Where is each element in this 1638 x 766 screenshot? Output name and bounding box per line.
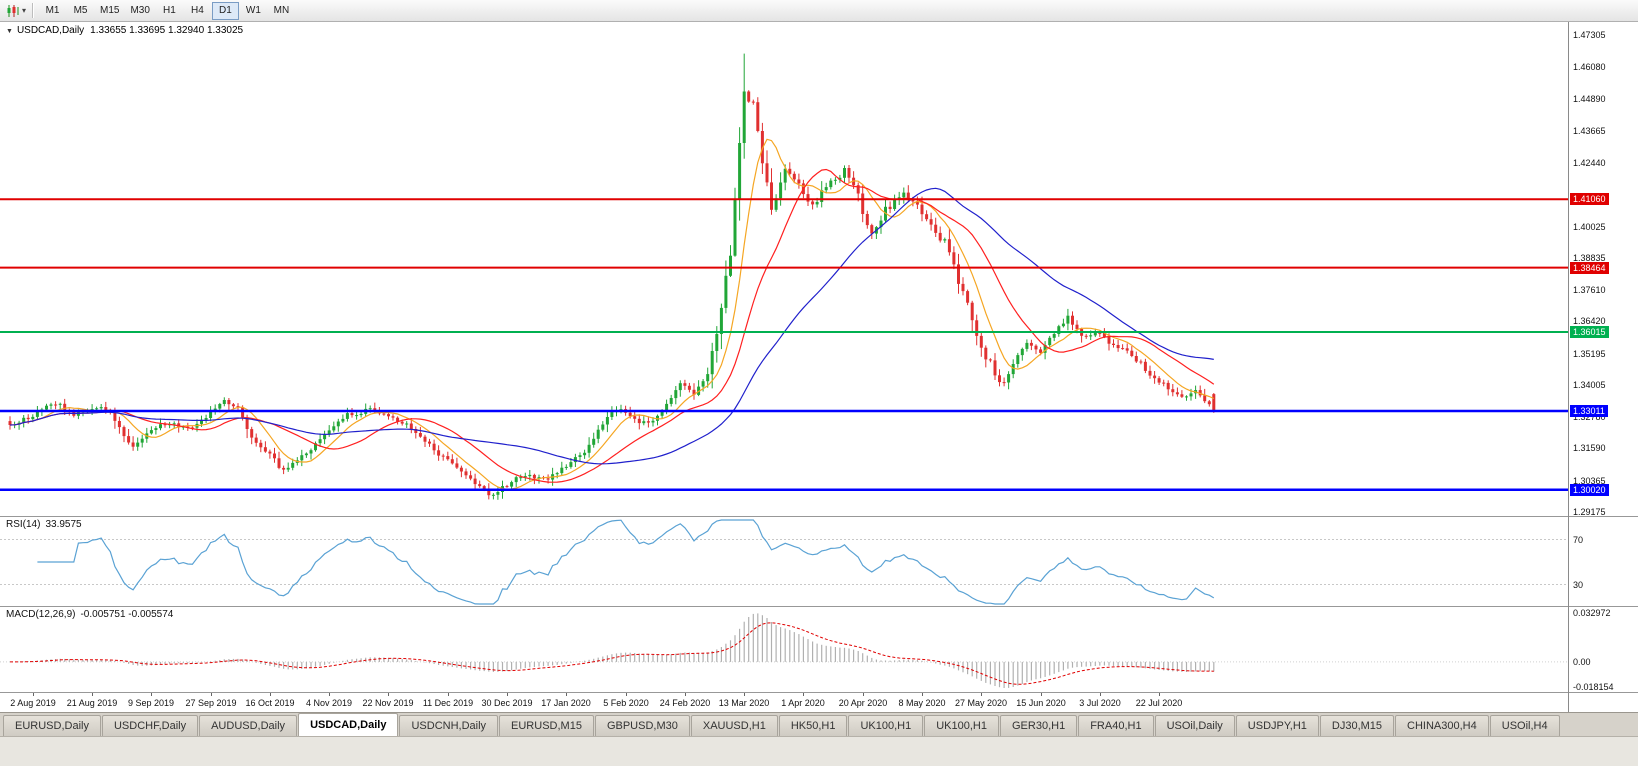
macd-values: -0.005751 -0.005574 xyxy=(80,609,174,620)
timeframe-buttons-group: M1 M5 M15 M30 H1 H4 D1 W1 MN xyxy=(39,1,295,20)
date-tick-mark xyxy=(33,693,34,696)
date-tick-mark xyxy=(329,693,330,696)
date-tick: 22 Jul 2020 xyxy=(1135,698,1183,708)
date-tick-mark xyxy=(151,693,152,696)
date-tick: 16 Oct 2019 xyxy=(245,698,295,708)
date-tick: 9 Sep 2019 xyxy=(127,698,175,708)
chart-tab-usoil-h4[interactable]: USOil,H4 xyxy=(1489,715,1560,736)
chart-tab-hk50-h1[interactable]: HK50,H1 xyxy=(778,715,848,736)
chart-tab-dj30-m15[interactable]: DJ30,M15 xyxy=(1319,715,1395,736)
timeframe-toolbar: ▾ M1 M5 M15 M30 H1 H4 D1 W1 MN xyxy=(0,0,1638,22)
date-tick-mark xyxy=(981,693,982,696)
timeframe-button-m30[interactable]: M30 xyxy=(125,2,154,20)
chart-tab-xauusd-h1[interactable]: XAUUSD,H1 xyxy=(690,715,778,736)
chart-symbol-label: USDCAD,Daily xyxy=(16,25,85,36)
timeframe-button-m1[interactable]: M1 xyxy=(39,2,66,20)
collapse-triangle-icon[interactable]: ▼ xyxy=(6,28,13,35)
candlestick-chart-icon[interactable] xyxy=(4,2,22,20)
date-tick: 1 Apr 2020 xyxy=(781,698,825,708)
date-tick: 21 Aug 2019 xyxy=(66,698,118,708)
date-tick: 27 May 2020 xyxy=(954,698,1008,708)
macd-indicator-panel[interactable]: MACD(12,26,9) -0.005751 -0.005574 0.03297… xyxy=(0,606,1638,692)
date-tick-mark xyxy=(92,693,93,696)
date-tick: 15 Jun 2020 xyxy=(1016,698,1066,708)
chart-tab-usdjpy-h1[interactable]: USDJPY,H1 xyxy=(1235,715,1319,736)
date-tick-mark xyxy=(744,693,745,696)
timeframe-button-w1[interactable]: W1 xyxy=(240,2,267,20)
chart-window[interactable]: ▼ USDCAD,Daily 1.33655 1.33695 1.32940 1.3… xyxy=(0,22,1638,712)
rsi-indicator-panel[interactable]: RSI(14) 33.9575 70 30 xyxy=(0,516,1638,606)
chart-tab-china300-h4[interactable]: CHINA300,H4 xyxy=(1395,715,1489,736)
time-axis: 2 Aug 2019 21 Aug 2019 9 Sep 2019 27 Sep 20… xyxy=(0,692,1638,712)
chart-title: ▼ USDCAD,Daily 1.33655 1.33695 1.32940 1.3… xyxy=(6,25,243,36)
timeframe-button-m15[interactable]: M15 xyxy=(95,2,124,20)
chart-tab-usdchf-daily[interactable]: USDCHF,Daily xyxy=(101,715,199,736)
date-tick: 4 Nov 2019 xyxy=(305,698,353,708)
timeframe-button-h4[interactable]: H4 xyxy=(184,2,211,20)
chart-tab-usdcnh-daily[interactable]: USDCNH,Daily xyxy=(399,715,499,736)
chart-tab-ger30-h1[interactable]: GER30,H1 xyxy=(1000,715,1078,736)
date-tick: 3 Jul 2020 xyxy=(1079,698,1121,708)
date-tick: 22 Nov 2019 xyxy=(362,698,414,708)
date-tick-mark xyxy=(448,693,449,696)
date-tick: 17 Jan 2020 xyxy=(541,698,591,708)
date-tick-mark xyxy=(922,693,923,696)
rsi-chart[interactable] xyxy=(0,517,1638,606)
chart-tab-usoil-daily[interactable]: USOil,Daily xyxy=(1154,715,1235,736)
date-tick: 2 Aug 2019 xyxy=(10,698,56,708)
price-chart-panel[interactable]: ▼ USDCAD,Daily 1.33655 1.33695 1.32940 1.3… xyxy=(0,22,1638,516)
chart-tab-uk100-h1[interactable]: UK100,H1 xyxy=(924,715,999,736)
date-tick: 30 Dec 2019 xyxy=(481,698,533,708)
chart-tab-fra40-h1[interactable]: FRA40,H1 xyxy=(1078,715,1154,736)
date-tick: 20 Apr 2020 xyxy=(838,698,888,708)
axis-separator-line xyxy=(1568,22,1569,712)
chart-ohlc-values: 1.33655 1.33695 1.32940 1.33025 xyxy=(90,25,244,36)
date-tick-mark xyxy=(1041,693,1042,696)
date-tick-mark xyxy=(211,693,212,696)
timeframe-button-m5[interactable]: M5 xyxy=(67,2,94,20)
chart-tab-gbpusd-m30[interactable]: GBPUSD,M30 xyxy=(594,715,690,736)
date-tick-mark xyxy=(566,693,567,696)
date-tick-mark xyxy=(1159,693,1160,696)
date-tick-mark xyxy=(685,693,686,696)
date-tick-mark xyxy=(1100,693,1101,696)
date-tick: 8 May 2020 xyxy=(898,698,946,708)
date-tick: 24 Feb 2020 xyxy=(659,698,711,708)
date-tick-mark xyxy=(803,693,804,696)
timeframe-button-h1[interactable]: H1 xyxy=(156,2,183,20)
timeframe-button-d1[interactable]: D1 xyxy=(211,1,239,20)
toolbar-separator xyxy=(32,3,34,18)
candlestick-chart[interactable] xyxy=(0,22,1638,516)
toolbar-dropdown-icon[interactable]: ▾ xyxy=(22,6,27,15)
status-bar xyxy=(0,736,1638,766)
chart-tab-bar: EURUSD,Daily USDCHF,Daily AUDUSD,Daily USDC… xyxy=(0,712,1638,736)
rsi-value: 33.9575 xyxy=(45,519,82,530)
macd-chart[interactable] xyxy=(0,607,1638,692)
chart-tab-usdcad-daily[interactable]: USDCAD,Daily xyxy=(298,713,399,736)
rsi-name: RSI(14) xyxy=(6,519,41,530)
chart-tab-eurusd-m15[interactable]: EURUSD,M15 xyxy=(499,715,594,736)
macd-label: MACD(12,26,9) -0.005751 -0.005574 xyxy=(6,609,173,620)
chart-tab-uk100-h1[interactable]: UK100,H1 xyxy=(848,715,924,736)
date-tick-mark xyxy=(270,693,271,696)
date-tick-mark xyxy=(507,693,508,696)
timeframe-button-mn[interactable]: MN xyxy=(268,2,295,20)
date-tick: 27 Sep 2019 xyxy=(185,698,237,708)
chart-tab-audusd-daily[interactable]: AUDUSD,Daily xyxy=(199,715,298,736)
candlestick-glyph xyxy=(7,4,19,17)
chart-tab-eurusd-daily[interactable]: EURUSD,Daily xyxy=(3,715,101,736)
date-tick-mark xyxy=(626,693,627,696)
rsi-label: RSI(14) 33.9575 xyxy=(6,519,82,530)
date-tick: 5 Feb 2020 xyxy=(603,698,649,708)
date-tick: 13 Mar 2020 xyxy=(718,698,770,708)
date-tick-mark xyxy=(388,693,389,696)
date-tick: 11 Dec 2019 xyxy=(422,698,474,708)
date-tick-mark xyxy=(863,693,864,696)
macd-name: MACD(12,26,9) xyxy=(6,609,76,620)
